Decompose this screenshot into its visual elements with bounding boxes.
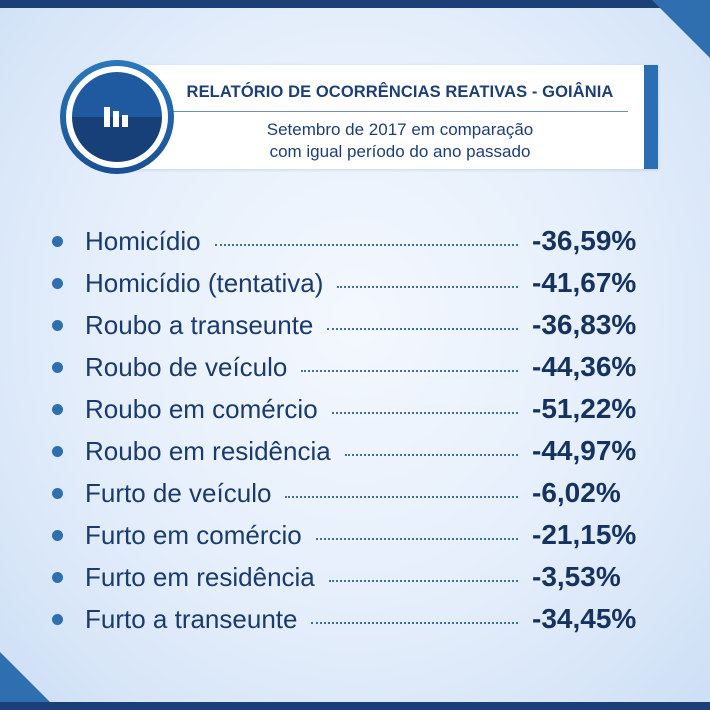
bullet-icon: [52, 529, 63, 541]
item-label: Homicídio: [85, 225, 201, 256]
header-box: RELATÓRIO DE OCORRÊNCIAS REATIVAS - GOIÂ…: [110, 65, 658, 169]
item-label: Homicídio (tentativa): [85, 267, 324, 298]
list-item: Furto em comércio -21,15%: [48, 514, 668, 556]
bullet-icon: [52, 445, 63, 457]
header-badge: [60, 60, 174, 174]
dotted-leader: [214, 244, 518, 246]
bullet-icon: [52, 403, 63, 415]
item-value: -51,22%: [532, 393, 637, 424]
dotted-leader: [315, 538, 518, 540]
subtitle-line-2: com igual período do ano passado: [269, 142, 531, 161]
item-value: -3,53%: [532, 561, 621, 592]
report-header: RELATÓRIO DE OCORRÊNCIAS REATIVAS - GOIÂ…: [60, 60, 658, 174]
item-label: Roubo em residência: [85, 435, 331, 466]
item-value: -34,45%: [532, 603, 637, 634]
bullet-icon: [52, 487, 63, 499]
top-border: [0, 0, 710, 8]
item-value: -6,02%: [532, 477, 621, 508]
dotted-leader: [337, 286, 518, 288]
bar-chart-icon: [104, 107, 128, 127]
item-value: -44,36%: [532, 351, 637, 382]
bottom-border: [0, 702, 710, 710]
report-subtitle: Setembro de 2017 em comparação com igual…: [170, 119, 630, 163]
item-value: -44,97%: [532, 435, 637, 466]
item-label: Furto a transeunte: [85, 603, 298, 634]
list-item: Roubo em comércio -51,22%: [48, 388, 668, 430]
item-label: Furto em residência: [85, 561, 315, 592]
bullet-icon: [52, 235, 63, 247]
list-item: Homicídio (tentativa) -41,67%: [48, 262, 668, 304]
bullet-icon: [52, 319, 63, 331]
item-label: Roubo a transeunte: [85, 309, 314, 340]
item-label: Furto em comércio: [85, 519, 302, 550]
dotted-leader: [327, 328, 518, 330]
corner-accent-top-right: [652, 0, 710, 58]
list-item: Furto a transeunte -34,45%: [48, 598, 668, 640]
bullet-icon: [52, 571, 63, 583]
bullet-icon: [52, 613, 63, 625]
list-item: Furto de veículo -6,02%: [48, 472, 668, 514]
list-item: Roubo de veículo -44,36%: [48, 346, 668, 388]
list-item: Furto em residência -3,53%: [48, 556, 668, 598]
item-value: -36,59%: [532, 225, 637, 256]
item-value: -36,83%: [532, 309, 637, 340]
list-item: Roubo a transeunte -36,83%: [48, 304, 668, 346]
bullet-icon: [52, 277, 63, 289]
corner-accent-bottom-left: [0, 652, 58, 710]
item-value: -21,15%: [532, 519, 637, 550]
dotted-leader: [344, 454, 518, 456]
occurrence-list: Homicídio -36,59% Homicídio (tentativa) …: [48, 220, 668, 640]
dotted-leader: [328, 580, 518, 582]
list-item: Roubo em residência -44,97%: [48, 430, 668, 472]
dotted-leader: [311, 622, 518, 624]
item-label: Roubo em comércio: [85, 393, 318, 424]
dotted-leader: [301, 370, 518, 372]
item-label: Roubo de veículo: [85, 351, 288, 382]
dotted-leader: [285, 496, 518, 498]
header-divider: [172, 111, 628, 112]
badge-core: [72, 72, 162, 162]
dotted-leader: [331, 412, 518, 414]
report-title: RELATÓRIO DE OCORRÊNCIAS REATIVAS - GOIÂ…: [186, 83, 614, 101]
item-label: Furto de veículo: [85, 477, 272, 508]
list-item: Homicídio -36,59%: [48, 220, 668, 262]
bullet-icon: [52, 361, 63, 373]
subtitle-line-1: Setembro de 2017 em comparação: [266, 120, 534, 139]
item-value: -41,67%: [532, 267, 637, 298]
